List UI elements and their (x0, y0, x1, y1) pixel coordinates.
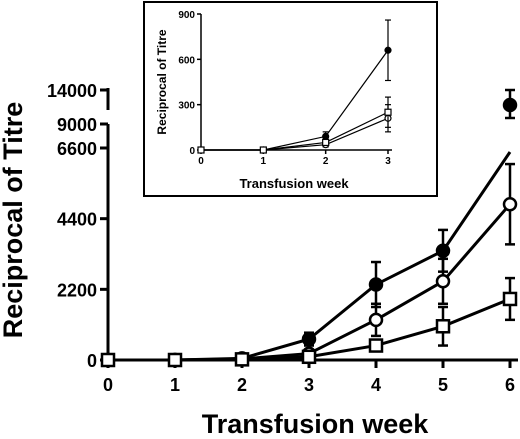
inset-chart-marks (197, 19, 392, 154)
main-series-2-point (100, 352, 116, 368)
main-series-2-point (502, 291, 518, 307)
inset-series-0-point (322, 132, 330, 140)
inset-y-tick-label: 0 (189, 146, 195, 157)
main-x-tick-label: 0 (103, 375, 113, 395)
inset-x-tick-label: 3 (385, 156, 391, 167)
main-y-tick-label: 2200 (57, 280, 97, 300)
inset-x-tick-label: 1 (261, 156, 267, 167)
main-y-break-tick-label: 14000 (47, 81, 97, 101)
main-series-2-point (234, 352, 250, 367)
main-series-1-point (435, 274, 451, 289)
main-series-1-point (502, 196, 518, 212)
main-series-2-point (167, 352, 183, 368)
main-x-tick-label: 4 (371, 375, 381, 395)
main-series-2-point (435, 319, 451, 334)
main-x-tick-label: 6 (505, 375, 515, 395)
main-y-axis-label: Reciprocal of Titre (0, 102, 28, 339)
main-series-0-point (368, 277, 384, 292)
inset-y-tick-label: 600 (178, 55, 195, 66)
inset-y-tick-label: 300 (178, 101, 195, 112)
inset-series-2-point (322, 138, 330, 147)
inset-series-0-point (384, 46, 392, 54)
main-series-0-point (502, 97, 518, 113)
main-chart-marks (100, 88, 518, 368)
inset-series-2-point (259, 146, 267, 154)
main-x-axis-label: Transfusion week (202, 409, 430, 439)
main-x-tick-label: 2 (237, 375, 247, 395)
inset-frame (143, 1, 438, 197)
main-y-tick-label: 6600 (57, 139, 97, 159)
inset-x-tick-label: 0 (198, 156, 204, 167)
inset-y-tick-label: 900 (178, 10, 195, 21)
main-series-1-point (368, 312, 384, 328)
inset-y-axis-label: Reciprocal of Titre (155, 29, 169, 134)
inset-series-2-point (197, 146, 205, 154)
main-x-tick-label: 1 (170, 375, 180, 395)
main-series-2-point (368, 338, 384, 353)
main-x-tick-label: 3 (304, 375, 314, 395)
inset-series-2-line (201, 111, 389, 151)
inset-x-tick-label: 2 (323, 156, 329, 167)
main-series-0-point (301, 331, 317, 347)
main-y-tick-label: 0 (87, 351, 97, 371)
main-series-0-point (435, 243, 451, 259)
main-y-break-tick-label: 9000 (57, 115, 97, 135)
inset-x-axis-label: Transfusion week (239, 176, 349, 191)
inset-series-2-point (384, 108, 392, 116)
main-series-2-point (301, 349, 317, 365)
main-x-tick-label: 5 (438, 375, 448, 395)
main-y-tick-label: 4400 (57, 210, 97, 230)
